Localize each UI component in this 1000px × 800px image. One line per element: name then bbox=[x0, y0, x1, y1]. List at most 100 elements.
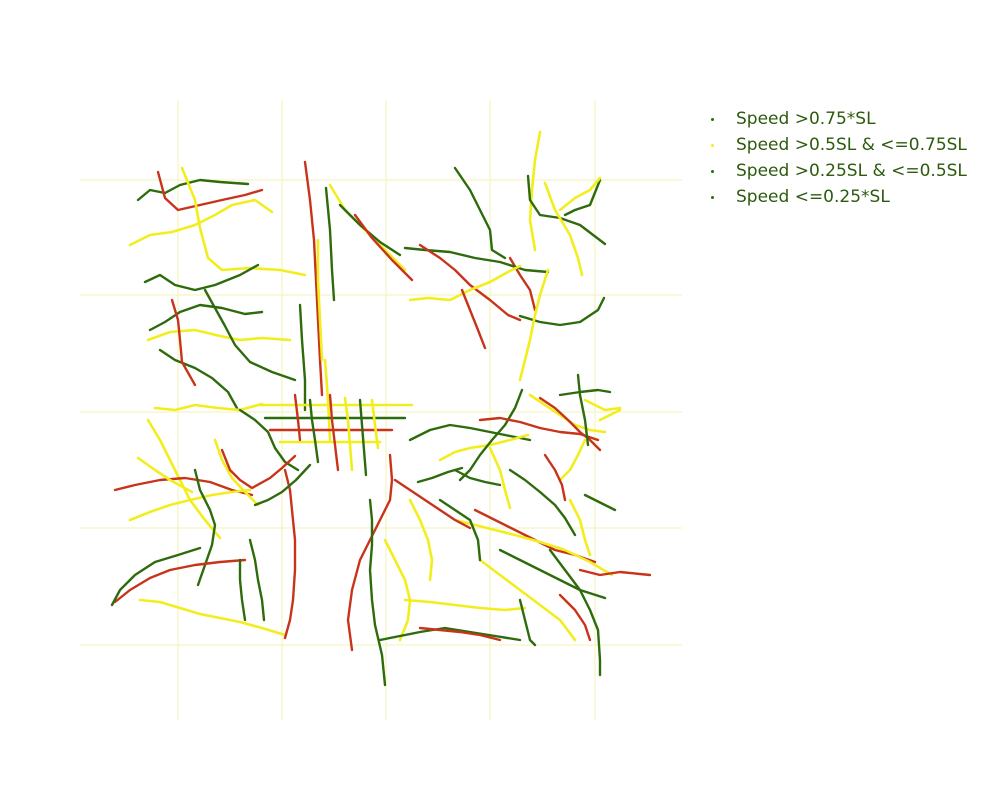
road-segment-mid bbox=[528, 130, 542, 252]
road-segment-mid bbox=[408, 264, 522, 302]
legend-item-speed-low[interactable]: Speed <=0.25*SL bbox=[708, 184, 967, 210]
road-segment-low bbox=[578, 568, 652, 577]
road-segment-mid bbox=[343, 396, 354, 472]
road-segment-mid bbox=[408, 498, 434, 582]
road-segment-high bbox=[378, 626, 522, 642]
road-segment-low bbox=[346, 453, 394, 652]
road-segment-high bbox=[583, 493, 617, 512]
road-segment-mid bbox=[213, 438, 260, 507]
road-segment-mid bbox=[518, 268, 550, 382]
road-segment-high bbox=[498, 548, 607, 600]
road-segment-mid bbox=[478, 558, 577, 642]
road-segment-mid bbox=[370, 398, 380, 450]
legend-item-speed-mid-high[interactable]: Speed >0.5SL & <=0.75SL bbox=[708, 132, 967, 158]
road-segment-mid bbox=[323, 358, 332, 442]
road-segment-low bbox=[558, 593, 592, 642]
road-segment-low bbox=[170, 298, 197, 387]
road-segment-mid bbox=[328, 183, 407, 272]
road-segment-mid bbox=[528, 393, 607, 434]
road-segment-mid bbox=[138, 598, 287, 637]
road-segment-mid bbox=[146, 328, 292, 342]
road-segment-high bbox=[338, 203, 402, 257]
road-segment-high bbox=[453, 468, 502, 487]
legend-marker-icon bbox=[711, 195, 714, 199]
legend-label: Speed >0.25SL & <=0.5SL bbox=[736, 161, 967, 181]
road-segment-mid bbox=[128, 198, 274, 247]
map-grid bbox=[80, 100, 682, 720]
road-segment-high bbox=[248, 538, 266, 622]
road-segment-mid bbox=[488, 446, 512, 510]
road-segment-low bbox=[473, 508, 597, 564]
road-segment-low bbox=[220, 448, 297, 490]
road-segment-high bbox=[253, 463, 312, 507]
road-segment-low bbox=[113, 476, 254, 497]
road-segment-high bbox=[576, 373, 590, 447]
road-segment-high bbox=[526, 174, 607, 246]
road-segment-high bbox=[238, 558, 247, 622]
road-segment-low bbox=[418, 243, 522, 322]
road-segment-mid bbox=[583, 398, 622, 412]
road-segment-mid bbox=[598, 408, 622, 422]
road-segment-low bbox=[460, 288, 487, 350]
road-segment-high bbox=[458, 388, 524, 482]
road-segment-high bbox=[518, 296, 606, 327]
legend-marker-icon bbox=[711, 143, 714, 147]
road-segment-low bbox=[328, 393, 340, 472]
road-segment-mid bbox=[558, 176, 602, 212]
road-segment-mid bbox=[153, 402, 264, 412]
legend-label: Speed >0.5SL & <=0.75SL bbox=[736, 135, 967, 155]
road-segment-mid bbox=[568, 498, 592, 557]
road-segment-low bbox=[283, 468, 297, 640]
legend-marker-icon bbox=[711, 169, 714, 173]
road-segment-mid bbox=[383, 538, 412, 642]
road-segment-mid bbox=[453, 518, 614, 577]
road-segment-high bbox=[416, 466, 464, 484]
road-segment-low bbox=[156, 170, 264, 212]
legend-item-speed-mid-low[interactable]: Speed >0.25SL & <=0.5SL bbox=[708, 158, 967, 184]
road-segment-high bbox=[453, 166, 507, 260]
road-segment-low bbox=[538, 396, 602, 452]
road-segment-low bbox=[353, 213, 414, 282]
road-segment-mid bbox=[136, 456, 194, 494]
road-network bbox=[110, 130, 652, 687]
road-segment-high bbox=[548, 548, 602, 677]
road-segment-low bbox=[303, 160, 324, 397]
road-segment-mid bbox=[180, 166, 307, 277]
road-segment-high bbox=[110, 546, 202, 607]
road-segment-high bbox=[136, 178, 250, 202]
road-segment-low bbox=[293, 393, 302, 442]
road-segment-low bbox=[113, 558, 247, 604]
road-segment-low bbox=[478, 416, 600, 442]
road-segment-high bbox=[298, 303, 307, 412]
road-segment-high bbox=[324, 186, 336, 302]
road-segment-low bbox=[393, 478, 472, 530]
legend-item-speed-high[interactable]: Speed >0.75*SL bbox=[708, 106, 967, 132]
road-segment-high bbox=[518, 598, 537, 647]
road-segment-mid bbox=[438, 433, 530, 462]
road-segment-high bbox=[403, 246, 550, 274]
road-segment-high bbox=[438, 498, 482, 562]
legend: Speed >0.75*SL Speed >0.5SL & <=0.75SL S… bbox=[708, 106, 967, 210]
road-segment-high bbox=[408, 423, 532, 442]
road-segment-high bbox=[358, 398, 368, 477]
road-segment-mid bbox=[128, 488, 252, 522]
road-segment-high bbox=[368, 498, 387, 687]
road-segment-high bbox=[148, 303, 264, 332]
road-segment-mid bbox=[543, 181, 584, 277]
road-segment-mid bbox=[316, 238, 324, 362]
road-segment-mid bbox=[146, 418, 222, 540]
legend-label: Speed <=0.25*SL bbox=[736, 187, 890, 207]
road-segment-high bbox=[158, 348, 240, 412]
road-segment-mid bbox=[403, 598, 527, 612]
legend-label: Speed >0.75*SL bbox=[736, 109, 876, 129]
road-segment-high bbox=[308, 398, 320, 464]
road-segment-high bbox=[508, 468, 577, 537]
road-segment-high bbox=[558, 388, 612, 397]
road-segment-low bbox=[418, 626, 502, 642]
legend-marker-icon bbox=[711, 117, 714, 121]
road-segment-high bbox=[563, 178, 602, 217]
road-segment-mid bbox=[558, 438, 587, 482]
road-segment-low bbox=[543, 453, 567, 502]
road-segment-high bbox=[143, 263, 260, 292]
